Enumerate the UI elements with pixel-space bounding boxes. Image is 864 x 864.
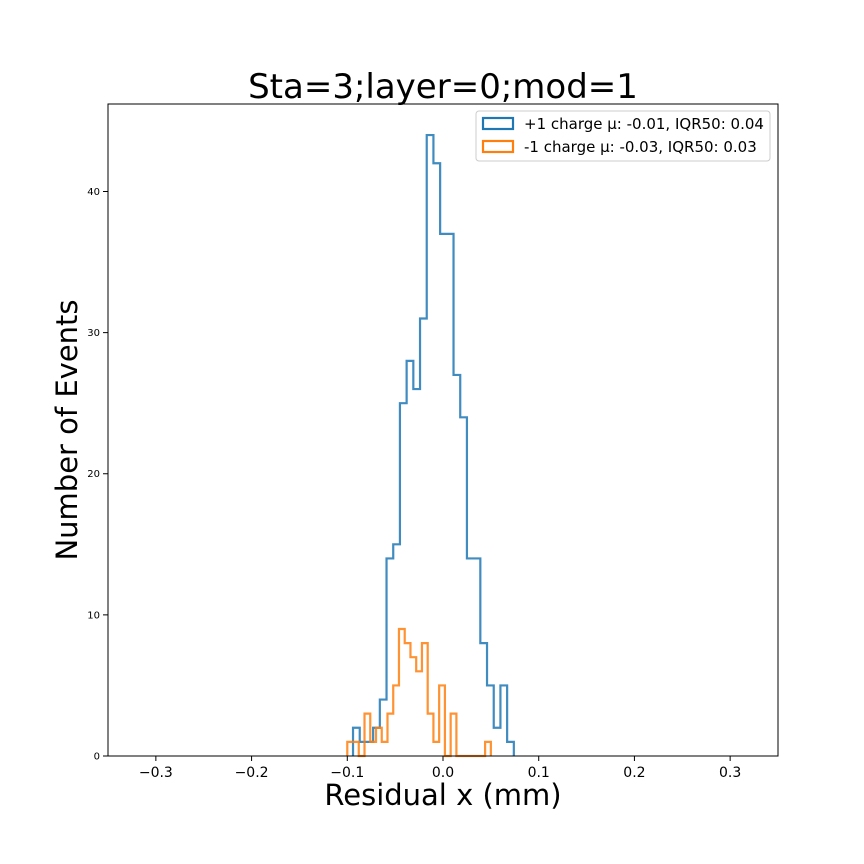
x-tick-label: 0.0 [432,765,454,781]
histogram-step-line [351,133,515,756]
x-tick-label: 0.1 [528,765,550,781]
chart-title: Sta=3;layer=0;mod=1 [248,67,638,107]
legend: +1 charge μ: -0.01, IQR50: 0.04 -1 charg… [475,110,771,162]
y-axis-label: Number of Events [50,299,84,560]
x-tick-label: 0.3 [719,765,741,781]
x-axis: −0.3 −0.2 −0.1 0.0 0.1 0.2 0.3 [139,756,741,781]
y-tick-label: 0 [94,752,100,763]
y-tick-label: 20 [87,469,100,480]
legend-swatch-minus-charge [481,139,515,154]
series-plus-charge [351,133,515,756]
legend-label-minus-charge: -1 charge μ: -0.03, IQR50: 0.03 [524,138,757,156]
x-tick-label: 0.2 [623,765,645,781]
y-tick-label: 30 [87,328,100,339]
y-tick-label: 10 [87,610,100,621]
x-tick-label: −0.2 [235,765,269,781]
x-axis-label: Residual x (mm) [324,778,561,812]
y-axis: 0 10 20 30 40 [87,187,108,763]
x-tick-label: −0.3 [139,765,173,781]
legend-box [475,110,771,162]
legend-label-plus-charge: +1 charge μ: -0.01, IQR50: 0.04 [524,115,764,133]
legend-swatch-plus-charge [481,116,515,131]
x-tick-label: −0.1 [330,765,364,781]
y-tick-label: 40 [87,187,100,198]
